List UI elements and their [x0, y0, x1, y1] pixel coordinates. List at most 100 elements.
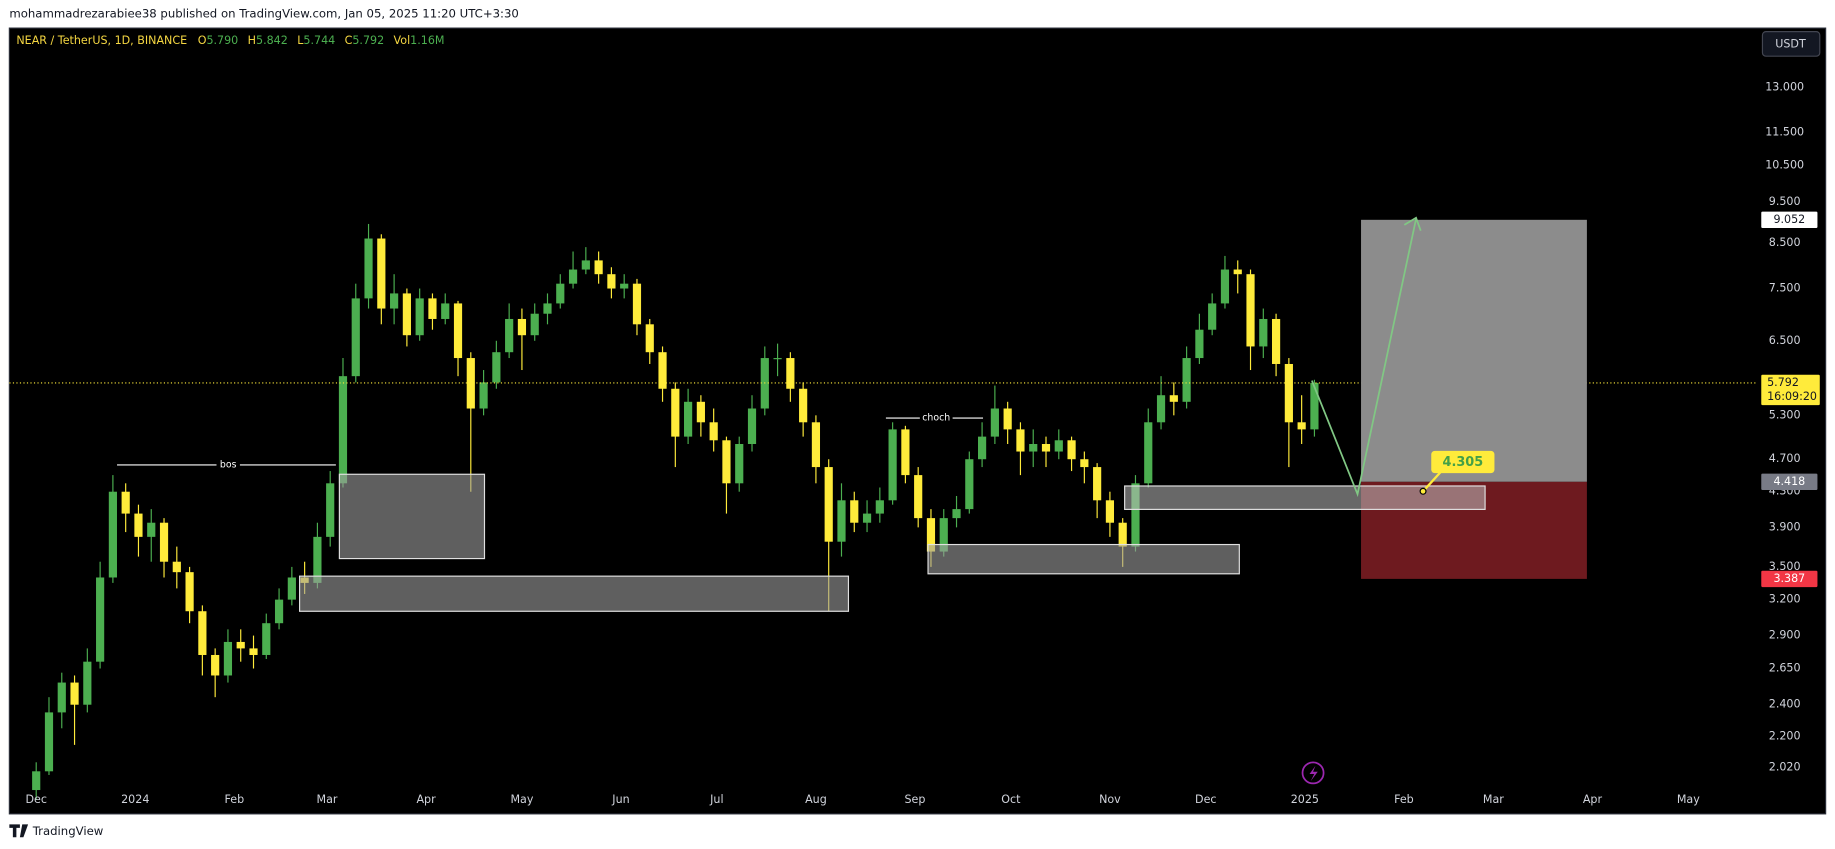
projection-path [1311, 218, 1417, 498]
candle-body [364, 238, 373, 299]
candle-body [1003, 408, 1012, 430]
candle-body [44, 712, 54, 772]
candle-body [735, 443, 744, 484]
candle-body [466, 358, 475, 409]
tv-logo [9, 824, 29, 838]
y-tick-label: 13.000 [1765, 81, 1804, 94]
candle-body [1195, 329, 1204, 359]
candle-body [658, 352, 667, 389]
axes: 2.020 2.200 2.400 2.650 2.900 3.200 3.500 3.900… [25, 81, 1820, 806]
candle-body [441, 303, 450, 319]
candle-body [134, 513, 143, 537]
legend-key: O [198, 34, 207, 47]
y-tick-label: 3.200 [1769, 593, 1801, 606]
publisher-line: mohammadrezarabiee38 published on Tradin… [9, 7, 519, 21]
candle-body [581, 260, 590, 270]
legend-key: H [248, 34, 256, 47]
y-tick-label: 6.500 [1769, 334, 1801, 347]
countdown-label: 16:09:20 [1767, 390, 1817, 403]
candle-body [249, 648, 258, 655]
candle-body [351, 298, 360, 377]
target-zone [1361, 219, 1587, 482]
stop-price-label-bg [1761, 570, 1818, 588]
candle-body [1208, 303, 1217, 330]
alert-icon[interactable] [1301, 761, 1325, 785]
label-bg [216, 457, 240, 472]
last-price-badge [1761, 374, 1820, 406]
candle-body [901, 429, 910, 476]
y-tick-label: 9.500 [1769, 195, 1801, 208]
candle-body [287, 577, 296, 600]
candle-body [709, 422, 718, 441]
x-tick-label: Dec [1195, 793, 1216, 806]
legend-value: 5.744 [303, 34, 335, 47]
candle-body [1118, 522, 1127, 547]
y-tick-label: 2.900 [1769, 629, 1801, 642]
callout-point [1419, 487, 1427, 495]
candle-body [1220, 269, 1230, 304]
candle-body [211, 654, 220, 676]
candle-body [1297, 422, 1306, 430]
y-tick-label: 4.700 [1769, 452, 1801, 465]
y-tick-label: 8.500 [1769, 236, 1801, 249]
arrow-head [1403, 216, 1422, 231]
candle-body [108, 491, 117, 578]
candle-body [96, 577, 105, 662]
candle-body [837, 500, 846, 542]
candle-body [888, 429, 897, 501]
candle-body [262, 623, 271, 655]
x-tick-label: Oct [1001, 793, 1021, 806]
target-price-label: 9.052 [1773, 213, 1805, 226]
legend-key: C [345, 34, 353, 47]
candle-body [1080, 459, 1089, 468]
candle-body [1284, 363, 1293, 423]
candle-body [1131, 483, 1140, 547]
callout-pointer [1422, 469, 1443, 493]
candle-body [198, 611, 207, 655]
candle-body [326, 483, 335, 537]
entry-price-label-bg [1761, 473, 1818, 491]
candle-body [1067, 440, 1076, 460]
x-tick-label: Nov [1099, 793, 1121, 806]
currency-label[interactable]: USDT [1775, 37, 1806, 50]
candle-body [607, 274, 616, 289]
candle-body [1093, 467, 1102, 501]
candle-body [952, 509, 961, 519]
currency-button[interactable] [1761, 31, 1821, 57]
x-tick-label: Mar [317, 793, 338, 806]
y-tick-label: 2.650 [1769, 662, 1801, 675]
candles [32, 223, 1319, 800]
candle-body [632, 283, 642, 325]
legend-value: 5.842 [256, 34, 288, 47]
zone [1124, 485, 1486, 510]
y-tick-label: 10.500 [1765, 159, 1804, 172]
candle-body [556, 283, 565, 304]
candle-body [811, 422, 821, 468]
last-price-label: 5.792 [1767, 376, 1799, 389]
candle-body [773, 358, 782, 360]
candle-body [57, 682, 66, 713]
x-tick-label: Jul [709, 793, 723, 806]
target-price-label-bg [1761, 211, 1818, 229]
candle-body [568, 269, 578, 284]
x-tick-label: May [510, 793, 533, 806]
x-tick-label: May [1677, 793, 1700, 806]
candle-body [32, 771, 41, 791]
y-tick-label: 2.400 [1769, 698, 1801, 711]
bos-label: bos [220, 459, 237, 470]
projection-arrow [1311, 216, 1422, 498]
candle-body [747, 408, 757, 444]
candle-body [1054, 440, 1063, 452]
legend-key: L [297, 34, 304, 47]
x-tick-label: Apr [416, 793, 436, 806]
candle-body [990, 408, 999, 437]
candle-body [530, 313, 539, 336]
x-tick-label: 2024 [121, 793, 149, 806]
candle-body [786, 358, 795, 389]
label-bg [919, 411, 953, 426]
candle-body [1144, 422, 1153, 484]
candle-body [939, 518, 948, 552]
candle-body [862, 513, 872, 523]
